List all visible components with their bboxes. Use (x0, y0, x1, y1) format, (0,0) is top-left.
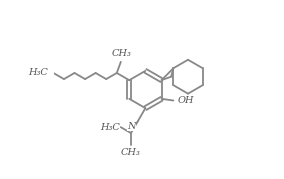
Text: H₃C: H₃C (28, 69, 48, 78)
Text: N: N (127, 122, 136, 131)
Text: CH₃: CH₃ (121, 148, 141, 157)
Text: H₃C: H₃C (100, 123, 120, 132)
Text: OH: OH (178, 96, 194, 105)
Text: CH₃: CH₃ (112, 49, 131, 59)
